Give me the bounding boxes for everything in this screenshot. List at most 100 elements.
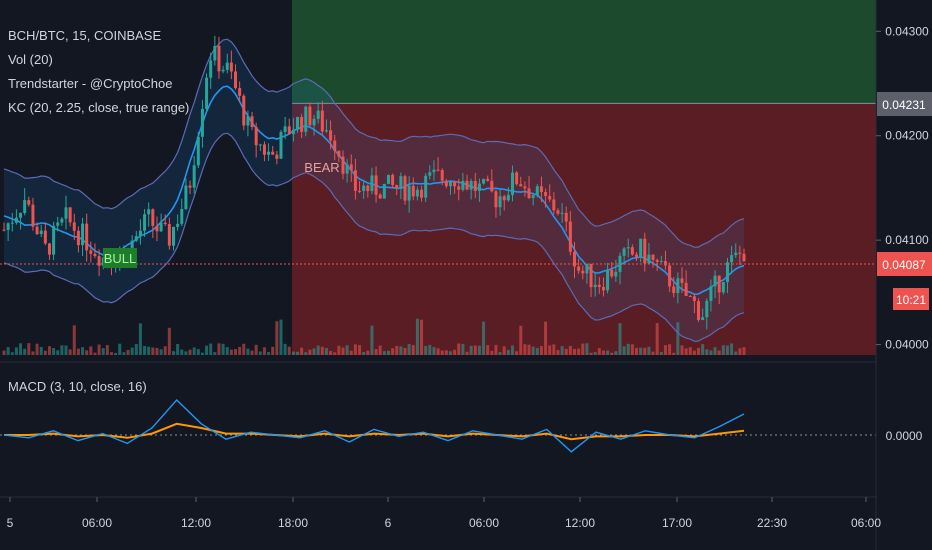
candle-body [221, 69, 225, 72]
time-tick-label: 17:00 [662, 516, 692, 530]
candle-body [242, 95, 246, 126]
volume-bar [130, 347, 134, 355]
volume-bar [196, 349, 200, 355]
candle-body [155, 225, 159, 232]
volume-bar [573, 348, 577, 355]
volume-bar [432, 347, 436, 355]
macd-title[interactable]: MACD (3, 10, close, 16) [8, 379, 147, 394]
candle-body [209, 60, 213, 78]
bull-label-bg [103, 248, 137, 268]
indicator-trendstarter[interactable]: Trendstarter - @CryptoChoe [8, 76, 173, 91]
candle-body [622, 248, 626, 256]
candle-body [444, 180, 448, 187]
volume-bar [428, 344, 432, 355]
candle-body [453, 181, 457, 187]
last-price-badge [877, 252, 932, 276]
volume-bar [213, 352, 217, 355]
time-tick-label: 12:00 [181, 516, 211, 530]
price-tick-label: 0.04300 [885, 24, 929, 38]
candle-body [581, 270, 585, 274]
target-price-badge [877, 92, 932, 116]
candle-body [39, 230, 43, 235]
candle-body [643, 238, 647, 264]
candle-body [192, 165, 196, 188]
candle-body [180, 209, 184, 224]
candle-body [72, 222, 76, 231]
volume-bar [23, 348, 27, 355]
volume-bar [730, 343, 734, 355]
candle-body [672, 286, 676, 294]
candle-body [296, 116, 300, 130]
candle-body [217, 45, 221, 72]
volume-bar [275, 321, 279, 355]
price-axis: 0.04300 0.04200 0.04100 0.04000 [876, 24, 929, 352]
candle-body [47, 243, 51, 255]
volume-bar [329, 350, 333, 355]
volume-bar [647, 346, 651, 355]
volume-bar [498, 352, 502, 355]
volume-bar [713, 347, 717, 355]
candle-body [362, 185, 366, 191]
candle-body [300, 116, 304, 132]
candle-body [403, 176, 407, 201]
volume-bar [738, 348, 742, 355]
volume-bar [411, 345, 415, 355]
volume-bar [155, 347, 159, 355]
candle-body [19, 212, 23, 218]
time-tick-label: 22:30 [757, 516, 787, 530]
volume-bar [663, 345, 667, 355]
volume-bar [200, 352, 204, 355]
volume-bar [151, 347, 155, 355]
candle-body [304, 106, 308, 132]
volume-bar [320, 346, 324, 355]
volume-bar [234, 349, 238, 355]
candle-body [502, 196, 506, 201]
volume-bar [271, 346, 275, 355]
volume-bar [64, 345, 68, 355]
candle-body [473, 181, 477, 191]
candle-body [523, 186, 527, 189]
candle-body [329, 130, 333, 141]
volume-bar [254, 344, 258, 355]
volume-bar [651, 351, 655, 355]
candle-body [378, 194, 382, 199]
volume-bar [176, 343, 180, 355]
volume-bar [362, 352, 366, 355]
volume-bar [10, 352, 14, 355]
volume-bar [180, 349, 184, 355]
volume-bar [473, 345, 477, 355]
candle-body [407, 185, 411, 201]
candle-body [60, 218, 64, 223]
candle-body [246, 116, 250, 126]
volume-bar [308, 349, 312, 355]
volume-bar [279, 319, 283, 355]
candle-body [577, 266, 581, 271]
volume-bar [114, 352, 118, 355]
candle-body [147, 209, 151, 215]
volume-bar [424, 345, 428, 355]
volume-bar [39, 346, 43, 355]
indicator-keltner[interactable]: KC (20, 2.25, close, true range) [8, 100, 190, 115]
candle-body [734, 252, 738, 256]
candle-body [6, 223, 10, 230]
volume-bar [515, 351, 519, 355]
candle-body [316, 110, 320, 119]
candle-body [556, 210, 560, 214]
time-axis: 5 06:00 12:00 18:00 6 06:00 12:00 17:00 22:30 06:… [7, 497, 881, 530]
candle-body [606, 269, 610, 291]
candle-body [341, 156, 345, 174]
volume-bar [717, 350, 721, 355]
volume-bar [97, 344, 101, 355]
candle-body [684, 282, 688, 296]
volume-bar [585, 343, 589, 355]
candle-body [701, 317, 705, 320]
volume-bar [655, 323, 659, 355]
countdown-badge [893, 288, 929, 310]
candle-body [370, 175, 374, 192]
indicator-volume[interactable]: Vol (20) [8, 52, 53, 67]
volume-bar [291, 351, 295, 355]
volume-bar [316, 345, 320, 355]
candle-body [564, 212, 568, 222]
candle-body [225, 62, 229, 70]
volume-bar [502, 346, 506, 355]
